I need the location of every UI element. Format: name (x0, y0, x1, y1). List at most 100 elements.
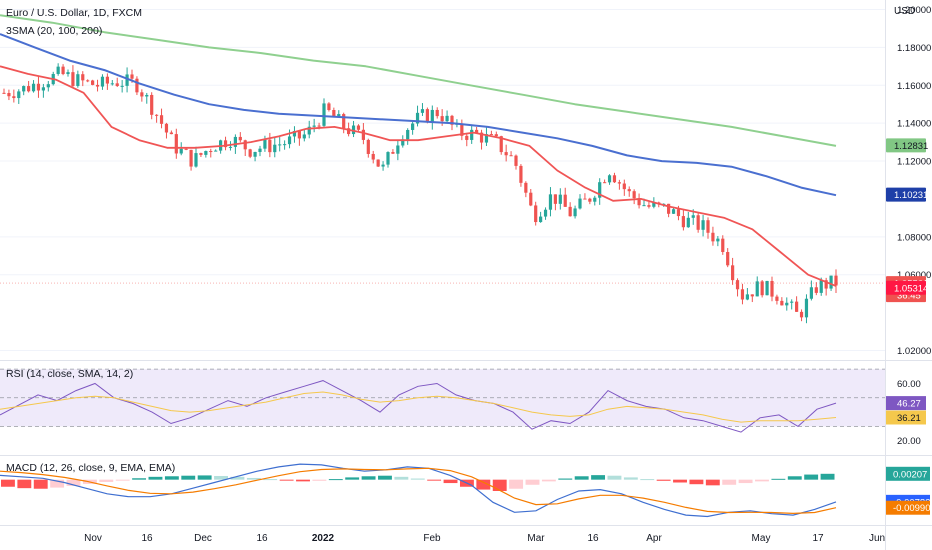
time-tick-label: 16 (141, 533, 153, 544)
price-tag-label: 1.05314 (894, 283, 928, 294)
macd-histogram-bar (345, 477, 360, 480)
macd-pane[interactable] (0, 463, 837, 518)
price-tick-label: 1.14000 (897, 119, 931, 130)
candle (514, 155, 518, 166)
candle (140, 92, 144, 97)
macd-histogram-bar (33, 479, 48, 489)
candle (81, 74, 85, 81)
candle (465, 135, 469, 140)
candle (632, 191, 636, 199)
candle (174, 134, 178, 154)
candle (622, 183, 626, 190)
macd-histogram-bar (574, 476, 589, 480)
price-pane[interactable] (0, 14, 885, 324)
candle (361, 129, 365, 140)
candle (100, 76, 105, 87)
symbol-title[interactable]: Euro / U.S. Dollar, 1D, FXCM (6, 7, 142, 19)
macd-indicator-title[interactable]: MACD (12, 26, close, 9, EMA, EMA) (6, 462, 176, 474)
price-axis[interactable]: 1.20000 1.18000 1.16000 1.14000 1.12000 1.080… (886, 5, 931, 515)
candle (780, 300, 784, 306)
price-tag: 1.05314 (886, 280, 928, 295)
candle (411, 123, 415, 130)
candle (543, 209, 548, 217)
candle (539, 216, 543, 223)
rsi-pane[interactable] (0, 368, 885, 433)
candle (332, 110, 336, 117)
candle (263, 139, 267, 149)
macd-histogram-bar (804, 474, 819, 480)
macd-tag-bg (886, 500, 930, 515)
candle (647, 205, 651, 207)
candle (696, 215, 700, 230)
candle (834, 275, 838, 286)
candle (568, 206, 572, 217)
candle (755, 281, 759, 297)
candle (721, 238, 725, 252)
macd-histogram-bar (443, 479, 458, 484)
time-tick-label: Mar (527, 533, 545, 544)
candle (273, 144, 277, 153)
candle (603, 182, 607, 184)
macd-histogram-bar (17, 479, 32, 489)
macd-histogram-bar (738, 479, 753, 484)
candle (573, 208, 577, 217)
candle (258, 148, 262, 152)
candle (130, 74, 134, 79)
currency-label: USD (894, 6, 916, 17)
candle (598, 182, 602, 198)
candle (588, 198, 592, 202)
candle (150, 94, 154, 115)
candle (297, 131, 301, 139)
macd-histogram-bar (378, 475, 392, 480)
time-tick-label: Feb (423, 533, 441, 544)
candle (785, 302, 789, 306)
macd-histogram-bar (312, 479, 327, 481)
sma-indicator-title[interactable]: 3SMA (20, 100, 200) (6, 25, 103, 37)
candle (726, 251, 730, 266)
time-tick-label: Dec (194, 533, 212, 544)
candle (504, 152, 508, 156)
sma20-line (0, 65, 837, 287)
price-tick-label: 1.08000 (897, 232, 931, 243)
candle (233, 136, 237, 147)
candle (401, 139, 405, 146)
macd-histogram-bar (246, 477, 261, 480)
macd-histogram-bar (361, 476, 376, 480)
price-tag-bg (886, 280, 926, 295)
rsi-indicator-title[interactable]: RSI (14, close, SMA, 14, 2) (6, 368, 134, 380)
candle (327, 103, 331, 111)
candle (770, 280, 774, 297)
candle (194, 153, 198, 167)
price-tag: 1.12831 (886, 138, 928, 153)
macd-histogram-bar (656, 479, 671, 481)
candle (214, 150, 218, 152)
macd-histogram-bar (787, 476, 802, 480)
candle (534, 205, 538, 223)
time-axis[interactable]: Nov 16 Dec 16 2022 Feb Mar 16 Apr May 17 Jun (84, 533, 885, 544)
macd-histogram-bar (722, 479, 737, 485)
candle (642, 205, 646, 207)
candle (17, 91, 21, 99)
candle (731, 265, 735, 281)
macd-histogram-bar (427, 479, 442, 481)
candle (706, 220, 710, 233)
macd-histogram-bar (394, 476, 409, 480)
candle (120, 85, 124, 87)
macd-histogram-bar (279, 479, 294, 481)
macd-tag-label: -0.00990 (893, 503, 931, 514)
time-tick-label: May (752, 533, 771, 544)
candle (740, 289, 745, 300)
candle (612, 175, 617, 183)
candle (425, 109, 429, 123)
candle (27, 86, 31, 92)
candle (553, 194, 557, 204)
candle (278, 144, 282, 146)
candle (105, 76, 109, 84)
candle (253, 151, 257, 157)
macd-histogram-bar (181, 475, 196, 480)
macd-histogram-bar (673, 479, 687, 483)
candle (71, 72, 75, 86)
candle (351, 125, 356, 135)
candle (548, 194, 553, 210)
